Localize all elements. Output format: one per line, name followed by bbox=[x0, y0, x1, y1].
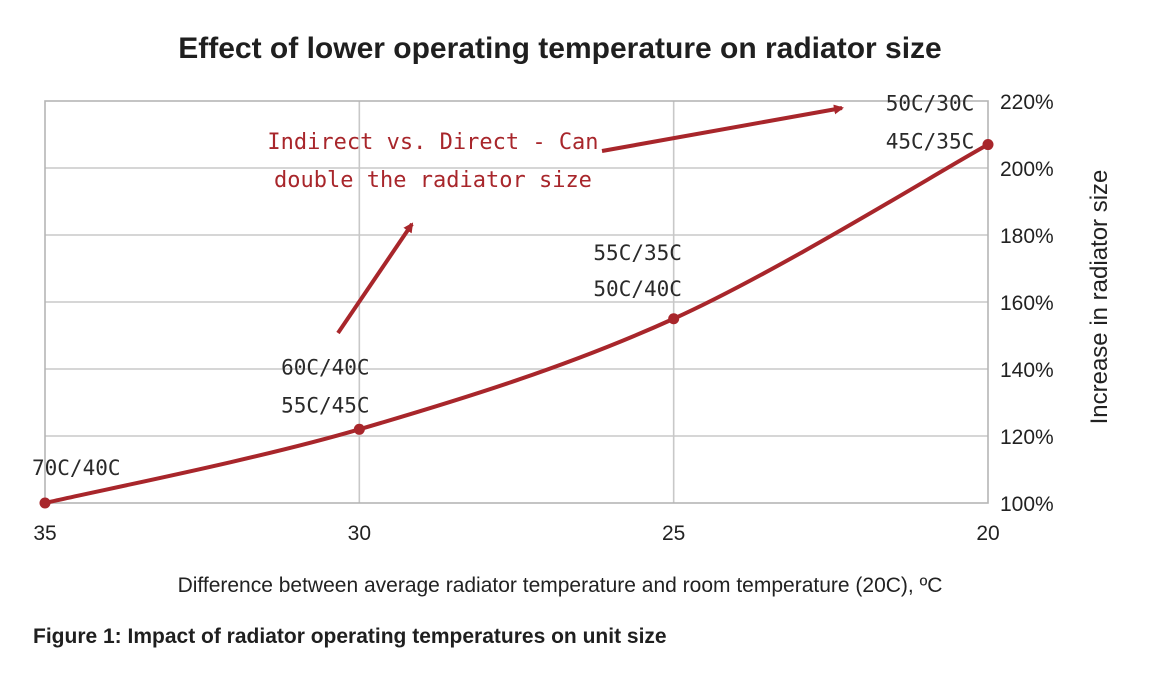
annotation-arrow-left bbox=[336, 222, 414, 335]
figure-caption: Figure 1: Impact of radiator operating t… bbox=[33, 625, 667, 648]
x-tick-label: 25 bbox=[662, 522, 685, 545]
x-tick-label: 30 bbox=[348, 522, 371, 545]
x-tick-label: 20 bbox=[976, 522, 999, 545]
y-tick-label: 140% bbox=[1000, 359, 1054, 382]
point-label: 45C/35C bbox=[886, 130, 975, 154]
y-tick-label: 100% bbox=[1000, 493, 1054, 516]
data-point bbox=[39, 497, 51, 509]
data-point bbox=[982, 139, 994, 151]
plot-frame bbox=[44, 100, 989, 504]
y-tick-label: 160% bbox=[1000, 292, 1054, 315]
data-point bbox=[668, 313, 680, 325]
y-tick-label: 180% bbox=[1000, 225, 1054, 248]
chart-title: Effect of lower operating temperature on… bbox=[178, 32, 941, 65]
annotation-line-2: double the radiator size bbox=[274, 168, 592, 193]
series-line bbox=[44, 142, 989, 505]
y-tick-label: 120% bbox=[1000, 426, 1054, 449]
annotation-line-1: Indirect vs. Direct - Can bbox=[267, 130, 598, 155]
y-tick-label: 200% bbox=[1000, 158, 1054, 181]
y-tick-label: 220% bbox=[1000, 91, 1054, 114]
point-label: 55C/35C bbox=[593, 241, 682, 265]
data-point bbox=[353, 423, 365, 435]
point-label: 50C/40C bbox=[593, 277, 682, 301]
point-label: 60C/40C bbox=[281, 355, 370, 379]
x-axis-ticks: 35 30 25 20 bbox=[33, 522, 999, 545]
x-tick-label: 35 bbox=[33, 522, 56, 545]
grid bbox=[44, 100, 989, 504]
x-axis-label: Difference between average radiator temp… bbox=[178, 574, 943, 597]
point-label: 55C/45C bbox=[281, 393, 370, 417]
annotation: Indirect vs. Direct - Can double the rad… bbox=[267, 104, 844, 335]
series bbox=[39, 139, 994, 509]
point-label: 70C/40C bbox=[32, 456, 121, 480]
y-axis-label: Increase in radiator size bbox=[1086, 170, 1113, 425]
y-axis-ticks: 100% 120% 140% 160% 180% 200% 220% bbox=[1000, 91, 1054, 516]
annotation-arrow-right bbox=[601, 104, 844, 153]
point-label: 50C/30C bbox=[886, 92, 975, 116]
point-labels: 70C/40C 60C/40C 55C/45C 55C/35C 50C/40C 50C/3… bbox=[32, 92, 974, 480]
